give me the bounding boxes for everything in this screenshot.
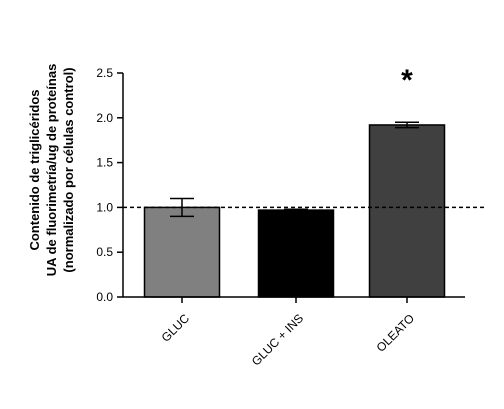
y-tick-label: 2.5 (96, 66, 113, 80)
bar (368, 124, 446, 298)
y-axis-title-line-1: Contenido de triglicéridos (27, 89, 42, 250)
y-tick-label: 1.5 (96, 156, 113, 170)
y-tick-label: 1.0 (96, 200, 113, 214)
x-tick-label: GLUC + INS (249, 311, 306, 368)
plot-area: 0.0 0.5 1.0 1.5 2.0 2.5 GLUC GLUC + INS OLEATO * (96, 64, 485, 369)
bar (257, 209, 335, 298)
y-tick-label: 2.0 (96, 111, 113, 125)
y-tick-label: 0.5 (96, 245, 113, 259)
significance-marker: * (401, 64, 413, 97)
y-axis-title: Contenido de triglicéridos UA de fluorim… (27, 64, 76, 277)
x-tick-label: OLEATO (374, 311, 418, 355)
y-axis-title-line-3: (normalizado por células control) (61, 67, 76, 272)
bar (143, 206, 221, 298)
x-tick-label: GLUC (159, 311, 193, 345)
y-axis-title-line-2: UA de fluorimetría/ug de proteínas (44, 64, 59, 277)
y-tick-label: 0.0 (96, 290, 113, 304)
